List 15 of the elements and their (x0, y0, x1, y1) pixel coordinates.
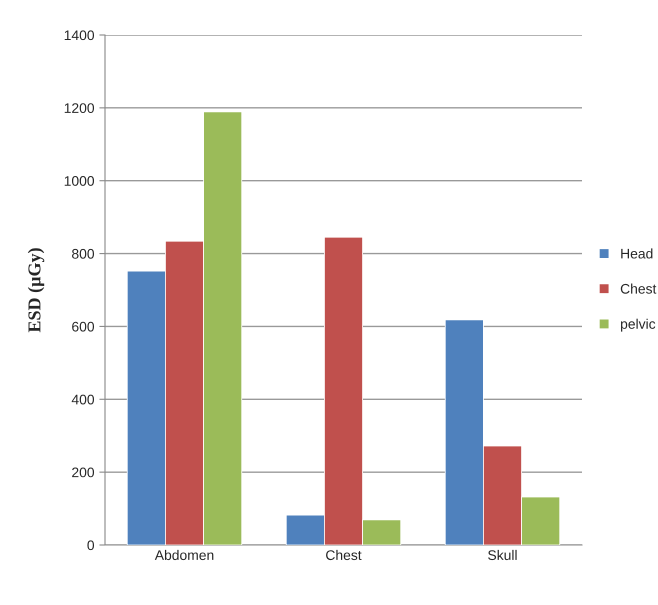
x-tick-label: Chest (326, 550, 362, 560)
y-tick-label: 800 (72, 248, 94, 259)
y-tick-label: 400 (72, 394, 94, 404)
x-tick-label: Abdomen (154, 550, 214, 560)
y-tick-label: 600 (72, 322, 94, 332)
legend-label: Chest (620, 284, 656, 294)
y-tick-label: 1000 (64, 176, 94, 186)
x-tick-label: Skull (488, 550, 517, 560)
y-tick-label: 1400 (64, 30, 94, 40)
legend-label: Head (621, 248, 652, 259)
y-tick-label: 200 (72, 467, 94, 478)
y-axis-title: ESD (µGy) (28, 248, 44, 332)
y-tick-label: 1200 (64, 103, 94, 114)
legend-label: pelvic (621, 318, 656, 332)
y-tick-label: 0 (87, 540, 94, 550)
